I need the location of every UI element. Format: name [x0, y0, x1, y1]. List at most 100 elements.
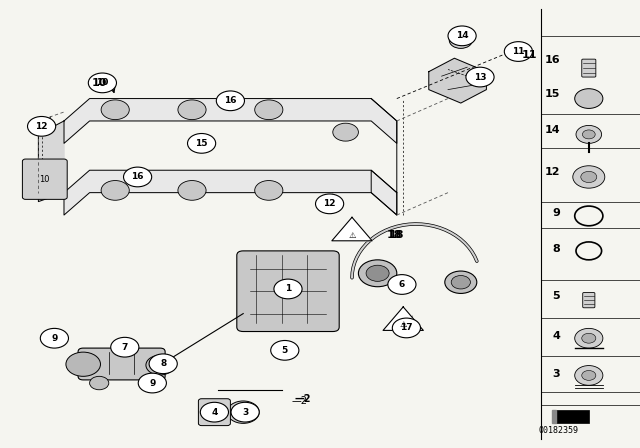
Circle shape — [445, 271, 477, 293]
Circle shape — [358, 260, 397, 287]
Text: 12: 12 — [35, 122, 48, 131]
Circle shape — [454, 36, 467, 45]
Text: —2: —2 — [294, 394, 311, 404]
Circle shape — [366, 265, 389, 281]
Polygon shape — [38, 121, 64, 202]
Text: 17: 17 — [400, 323, 413, 332]
FancyBboxPatch shape — [237, 251, 339, 332]
Circle shape — [178, 181, 206, 200]
Circle shape — [575, 89, 603, 108]
Text: 10: 10 — [92, 78, 107, 88]
Circle shape — [273, 341, 296, 358]
Circle shape — [231, 402, 259, 422]
Text: 16: 16 — [545, 56, 560, 65]
Text: 8: 8 — [160, 359, 166, 368]
Polygon shape — [383, 307, 424, 331]
Circle shape — [573, 166, 605, 188]
Text: 18: 18 — [387, 230, 403, 240]
Circle shape — [149, 354, 177, 374]
Circle shape — [575, 366, 603, 385]
Circle shape — [255, 100, 283, 120]
FancyBboxPatch shape — [22, 159, 67, 199]
Text: 9: 9 — [552, 208, 560, 218]
Text: 15: 15 — [195, 139, 208, 148]
Polygon shape — [64, 99, 397, 143]
Circle shape — [333, 123, 358, 141]
Circle shape — [101, 100, 129, 120]
Text: 12: 12 — [545, 168, 560, 177]
Circle shape — [582, 370, 596, 380]
Text: 5: 5 — [552, 291, 560, 301]
Circle shape — [111, 337, 139, 357]
Circle shape — [451, 276, 470, 289]
Circle shape — [392, 318, 420, 338]
Text: 16: 16 — [224, 96, 237, 105]
Text: 5: 5 — [282, 346, 288, 355]
Text: 8: 8 — [552, 244, 560, 254]
Circle shape — [466, 67, 494, 87]
Polygon shape — [64, 170, 397, 215]
Circle shape — [152, 360, 168, 370]
Text: ⚠: ⚠ — [348, 231, 356, 240]
Circle shape — [582, 333, 596, 343]
Text: 4: 4 — [552, 331, 560, 341]
FancyBboxPatch shape — [198, 399, 230, 426]
Circle shape — [200, 402, 228, 422]
Text: 6: 6 — [399, 280, 405, 289]
Text: 3: 3 — [552, 369, 560, 379]
Text: 13: 13 — [474, 73, 486, 82]
Text: 18: 18 — [389, 230, 404, 240]
Text: 3: 3 — [242, 408, 248, 417]
Circle shape — [88, 73, 116, 93]
Text: 11: 11 — [522, 50, 537, 60]
Text: 11: 11 — [512, 47, 525, 56]
Circle shape — [316, 194, 344, 214]
Circle shape — [271, 340, 299, 360]
Text: 00182359: 00182359 — [538, 426, 578, 435]
Circle shape — [448, 26, 476, 46]
Circle shape — [255, 181, 283, 200]
Circle shape — [124, 167, 152, 187]
Text: 7: 7 — [122, 343, 128, 352]
Text: 9: 9 — [51, 334, 58, 343]
Text: 14: 14 — [456, 31, 468, 40]
Circle shape — [90, 376, 109, 390]
Polygon shape — [552, 410, 556, 423]
Text: ⚠: ⚠ — [399, 320, 407, 329]
Text: 15: 15 — [545, 89, 560, 99]
Text: —2: —2 — [291, 396, 307, 406]
Circle shape — [235, 406, 252, 418]
Circle shape — [581, 172, 597, 183]
Circle shape — [146, 355, 174, 375]
Circle shape — [227, 401, 259, 423]
Circle shape — [28, 116, 56, 136]
FancyBboxPatch shape — [582, 59, 596, 77]
Circle shape — [388, 275, 416, 294]
FancyBboxPatch shape — [78, 348, 165, 380]
FancyBboxPatch shape — [583, 293, 595, 308]
Text: 9: 9 — [149, 379, 156, 388]
Text: 10: 10 — [40, 175, 50, 184]
Text: 16: 16 — [131, 172, 144, 181]
Circle shape — [274, 279, 302, 299]
Circle shape — [575, 328, 603, 348]
Circle shape — [449, 32, 472, 48]
Text: 4: 4 — [211, 408, 218, 417]
Circle shape — [40, 328, 68, 348]
Circle shape — [216, 91, 244, 111]
Polygon shape — [429, 58, 486, 103]
FancyBboxPatch shape — [554, 410, 589, 423]
Text: 14: 14 — [545, 125, 560, 135]
Text: 1: 1 — [285, 284, 291, 293]
Circle shape — [66, 352, 100, 376]
Circle shape — [101, 181, 129, 200]
Circle shape — [178, 100, 206, 120]
Circle shape — [582, 130, 595, 139]
Text: 10: 10 — [96, 78, 109, 87]
Circle shape — [188, 134, 216, 153]
Text: 12: 12 — [323, 199, 336, 208]
Circle shape — [504, 42, 532, 61]
Circle shape — [138, 373, 166, 393]
Polygon shape — [332, 217, 372, 241]
Circle shape — [576, 125, 602, 143]
